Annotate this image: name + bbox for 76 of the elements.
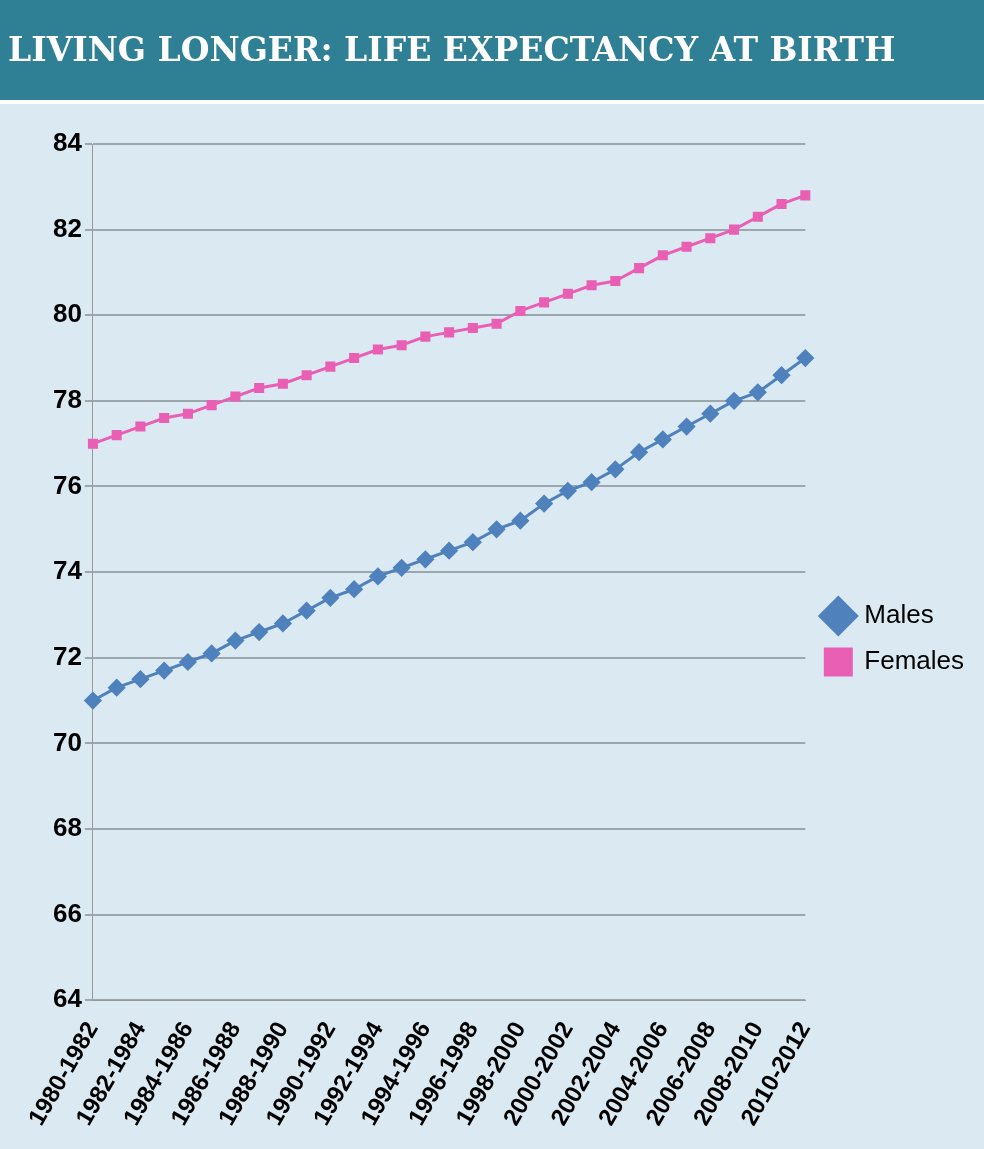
point bbox=[610, 275, 621, 287]
point bbox=[444, 327, 455, 338]
point bbox=[634, 263, 645, 274]
point bbox=[345, 580, 363, 598]
point bbox=[488, 520, 506, 538]
point bbox=[420, 331, 431, 342]
point bbox=[84, 692, 102, 710]
point bbox=[701, 405, 719, 423]
point bbox=[369, 567, 387, 585]
point bbox=[800, 190, 811, 201]
point bbox=[325, 361, 336, 372]
y-tick-label: 82 bbox=[53, 212, 82, 243]
point bbox=[440, 542, 458, 560]
point bbox=[630, 443, 648, 461]
point bbox=[491, 318, 502, 329]
legend-label: Females bbox=[864, 645, 965, 676]
point bbox=[131, 670, 149, 688]
point bbox=[274, 614, 292, 632]
y-tick-label: 76 bbox=[53, 469, 82, 500]
point bbox=[539, 297, 550, 308]
point bbox=[108, 679, 126, 697]
point bbox=[559, 482, 577, 500]
chart-title: LIVING LONGER: LIFE EXPECTANCY AT BIRTH bbox=[0, 0, 984, 104]
y-tick-label: 66 bbox=[53, 897, 82, 928]
point bbox=[203, 644, 221, 662]
point bbox=[796, 349, 814, 367]
point bbox=[393, 559, 411, 577]
point bbox=[681, 241, 692, 252]
point bbox=[87, 438, 98, 449]
point bbox=[396, 340, 407, 351]
point bbox=[250, 623, 268, 641]
point bbox=[277, 378, 288, 389]
point bbox=[372, 344, 383, 355]
y-tick-label: 72 bbox=[53, 640, 82, 671]
point bbox=[657, 250, 668, 261]
y-tick-label: 78 bbox=[53, 384, 82, 415]
point bbox=[254, 382, 265, 394]
point bbox=[729, 224, 740, 235]
legend-label: Males bbox=[864, 599, 934, 630]
point bbox=[349, 353, 360, 364]
point bbox=[749, 383, 767, 401]
point bbox=[535, 495, 553, 513]
y-tick-label: 84 bbox=[53, 127, 83, 158]
point bbox=[182, 408, 193, 419]
point bbox=[606, 460, 624, 478]
y-tick-label: 70 bbox=[53, 726, 82, 757]
point bbox=[511, 512, 529, 530]
point bbox=[586, 280, 597, 291]
point bbox=[464, 533, 482, 551]
point bbox=[159, 412, 170, 424]
point bbox=[416, 550, 434, 568]
y-tick-label: 74 bbox=[53, 555, 83, 586]
point bbox=[678, 418, 696, 436]
point bbox=[515, 305, 526, 316]
point bbox=[725, 392, 743, 410]
point bbox=[654, 430, 672, 448]
point bbox=[776, 198, 787, 209]
point bbox=[752, 211, 763, 222]
point bbox=[155, 662, 173, 680]
y-tick-label: 64 bbox=[53, 983, 83, 1014]
y-tick-label: 68 bbox=[53, 812, 82, 843]
point bbox=[467, 323, 478, 334]
point bbox=[562, 288, 573, 299]
point bbox=[179, 653, 197, 671]
point bbox=[773, 366, 791, 384]
point bbox=[301, 370, 312, 381]
point bbox=[135, 421, 146, 432]
point bbox=[583, 473, 601, 491]
point bbox=[111, 430, 122, 441]
point bbox=[705, 233, 716, 244]
y-tick-label: 80 bbox=[53, 298, 82, 329]
point bbox=[206, 400, 217, 411]
point bbox=[321, 589, 339, 607]
point bbox=[230, 391, 241, 402]
point bbox=[226, 632, 244, 650]
point bbox=[298, 602, 316, 620]
